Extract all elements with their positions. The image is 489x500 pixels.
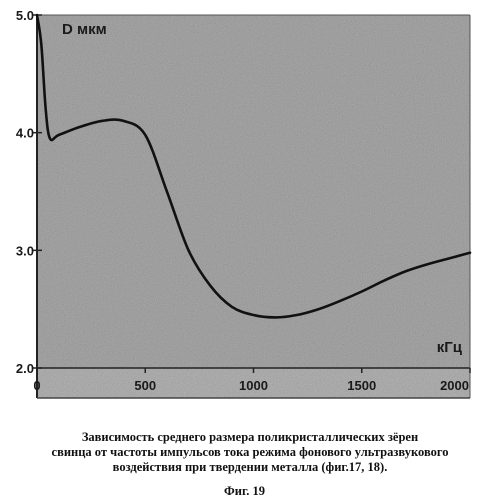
figure-number: Фиг. 19 bbox=[224, 484, 265, 498]
x-tick-group: 0 500 1000 1500 2000 bbox=[33, 368, 471, 393]
x-tick-label: 1000 bbox=[239, 378, 268, 393]
y-tick-label: 3.0 bbox=[16, 243, 34, 258]
figure-caption: Зависимость среднего размера поликристал… bbox=[20, 430, 480, 475]
y-axis-label: D мкм bbox=[62, 21, 107, 38]
caption-line-1: Зависимость среднего размера поликристал… bbox=[81, 430, 419, 444]
plot-background bbox=[37, 15, 470, 368]
y-tick-label: 2.0 bbox=[16, 361, 34, 376]
caption-line-3: воздействия при твердении металла (фиг.1… bbox=[112, 460, 388, 474]
y-tick-group: 2.0 3.0 4.0 5.0 bbox=[16, 8, 42, 376]
chart: 2.0 3.0 4.0 5.0 0 500 1000 1500 2000 D мкм кГц bbox=[16, 8, 472, 399]
x-tick-label: 500 bbox=[134, 378, 156, 393]
x-axis-label: кГц bbox=[437, 339, 463, 356]
x-tick-label: 0 bbox=[33, 378, 40, 393]
y-tick-label: 5.0 bbox=[16, 8, 34, 23]
x-tick-label: 1500 bbox=[347, 378, 376, 393]
y-tick-label: 4.0 bbox=[16, 126, 34, 141]
x-tick-label: 2000 bbox=[440, 378, 469, 393]
caption-line-2: свинца от частоты импульсов тока режима … bbox=[51, 445, 449, 459]
data-line bbox=[35, 13, 472, 319]
